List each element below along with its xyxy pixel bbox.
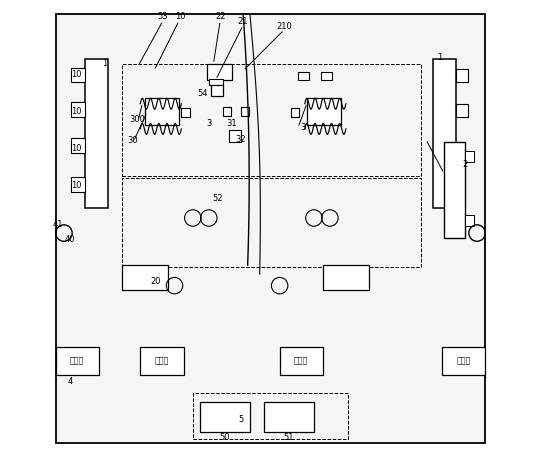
FancyBboxPatch shape — [433, 59, 456, 208]
Text: 3: 3 — [300, 122, 305, 132]
FancyBboxPatch shape — [442, 347, 485, 375]
FancyBboxPatch shape — [280, 347, 323, 375]
FancyBboxPatch shape — [71, 102, 85, 117]
Text: 21: 21 — [238, 17, 248, 27]
Text: 32: 32 — [235, 135, 246, 144]
Text: 10: 10 — [71, 144, 82, 153]
FancyBboxPatch shape — [444, 142, 465, 238]
Text: 10: 10 — [71, 107, 82, 116]
Text: 蓄压池: 蓄压池 — [155, 356, 169, 366]
FancyBboxPatch shape — [181, 108, 189, 117]
Text: 3: 3 — [206, 119, 212, 128]
Text: 210: 210 — [276, 22, 292, 31]
Text: 蓄压池: 蓄压池 — [70, 356, 84, 366]
Text: 2: 2 — [462, 160, 467, 169]
Text: 1: 1 — [437, 53, 442, 62]
Text: 10: 10 — [71, 70, 82, 80]
FancyBboxPatch shape — [298, 72, 309, 80]
FancyBboxPatch shape — [465, 215, 474, 226]
Text: 54: 54 — [197, 89, 208, 98]
FancyBboxPatch shape — [207, 64, 232, 80]
FancyBboxPatch shape — [465, 151, 474, 162]
Text: 51: 51 — [283, 433, 294, 442]
FancyBboxPatch shape — [145, 98, 179, 125]
FancyBboxPatch shape — [71, 177, 85, 192]
FancyBboxPatch shape — [241, 107, 249, 116]
Text: 1: 1 — [102, 59, 107, 69]
FancyBboxPatch shape — [209, 79, 222, 85]
FancyBboxPatch shape — [456, 69, 469, 82]
FancyBboxPatch shape — [321, 72, 332, 80]
FancyBboxPatch shape — [71, 138, 85, 153]
FancyBboxPatch shape — [56, 14, 485, 443]
Text: 5: 5 — [238, 415, 243, 424]
FancyBboxPatch shape — [211, 85, 222, 96]
Text: 50: 50 — [220, 433, 230, 442]
FancyBboxPatch shape — [85, 59, 108, 208]
FancyBboxPatch shape — [108, 71, 433, 82]
Text: 20: 20 — [150, 276, 161, 286]
FancyBboxPatch shape — [122, 265, 168, 290]
Text: 300: 300 — [129, 115, 145, 124]
FancyBboxPatch shape — [229, 130, 241, 142]
FancyBboxPatch shape — [71, 68, 85, 82]
Text: 52: 52 — [213, 194, 223, 203]
Text: 10: 10 — [175, 12, 185, 21]
Text: 22: 22 — [215, 12, 226, 21]
Text: 31: 31 — [226, 119, 237, 128]
Text: 41: 41 — [52, 220, 63, 229]
FancyBboxPatch shape — [222, 107, 231, 116]
FancyBboxPatch shape — [56, 347, 99, 375]
Text: 53: 53 — [158, 12, 168, 21]
Text: 30: 30 — [127, 136, 138, 145]
FancyBboxPatch shape — [323, 265, 369, 290]
FancyBboxPatch shape — [200, 402, 250, 432]
Text: 40: 40 — [65, 235, 76, 244]
FancyBboxPatch shape — [263, 402, 314, 432]
FancyBboxPatch shape — [291, 108, 299, 117]
FancyBboxPatch shape — [140, 347, 184, 375]
FancyBboxPatch shape — [307, 98, 341, 125]
Text: 蓄压池: 蓄压池 — [456, 356, 471, 366]
Text: 10: 10 — [71, 181, 82, 190]
Text: 4: 4 — [68, 377, 73, 386]
Text: 蓄压池: 蓄压池 — [294, 356, 308, 366]
FancyBboxPatch shape — [456, 104, 469, 117]
